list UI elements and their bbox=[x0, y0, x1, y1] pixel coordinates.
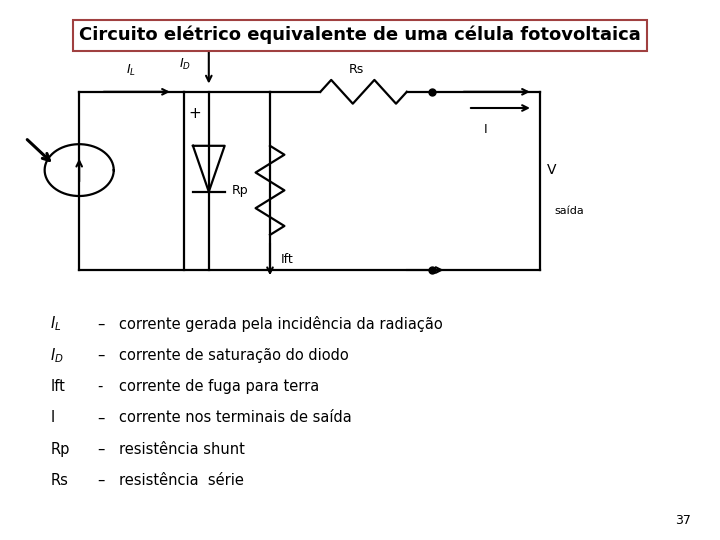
Text: saída: saída bbox=[554, 206, 584, 215]
Text: corrente gerada pela incidência da radiação: corrente gerada pela incidência da radia… bbox=[119, 316, 443, 332]
Text: -: - bbox=[97, 379, 102, 394]
Text: I: I bbox=[484, 123, 488, 136]
Text: $I_L$: $I_L$ bbox=[127, 63, 136, 78]
Text: –: – bbox=[97, 442, 104, 457]
Text: resistência  série: resistência série bbox=[119, 473, 243, 488]
Text: Circuito elétrico equivalente de uma célula fotovoltaica: Circuito elétrico equivalente de uma cél… bbox=[79, 26, 641, 44]
Text: Rp: Rp bbox=[232, 184, 248, 197]
Text: corrente nos terminais de saída: corrente nos terminais de saída bbox=[119, 410, 351, 426]
Text: $I_D$: $I_D$ bbox=[179, 57, 191, 72]
Text: Ift: Ift bbox=[50, 379, 66, 394]
Text: Rp: Rp bbox=[50, 442, 70, 457]
Text: –: – bbox=[97, 473, 104, 488]
Text: –: – bbox=[97, 410, 104, 426]
Text: +: + bbox=[188, 106, 201, 121]
Text: V: V bbox=[547, 163, 557, 177]
Text: –: – bbox=[97, 348, 104, 363]
Text: resistência shunt: resistência shunt bbox=[119, 442, 245, 457]
Text: $I_D$: $I_D$ bbox=[50, 346, 64, 364]
Text: I: I bbox=[50, 410, 55, 426]
Text: corrente de saturação do diodo: corrente de saturação do diodo bbox=[119, 348, 348, 363]
Text: Rs: Rs bbox=[348, 63, 364, 76]
Text: Ift: Ift bbox=[281, 253, 294, 266]
Text: 37: 37 bbox=[675, 514, 691, 526]
Text: corrente de fuga para terra: corrente de fuga para terra bbox=[119, 379, 319, 394]
Text: –: – bbox=[97, 316, 104, 332]
Text: $I_L$: $I_L$ bbox=[50, 315, 62, 333]
Text: Rs: Rs bbox=[50, 473, 68, 488]
